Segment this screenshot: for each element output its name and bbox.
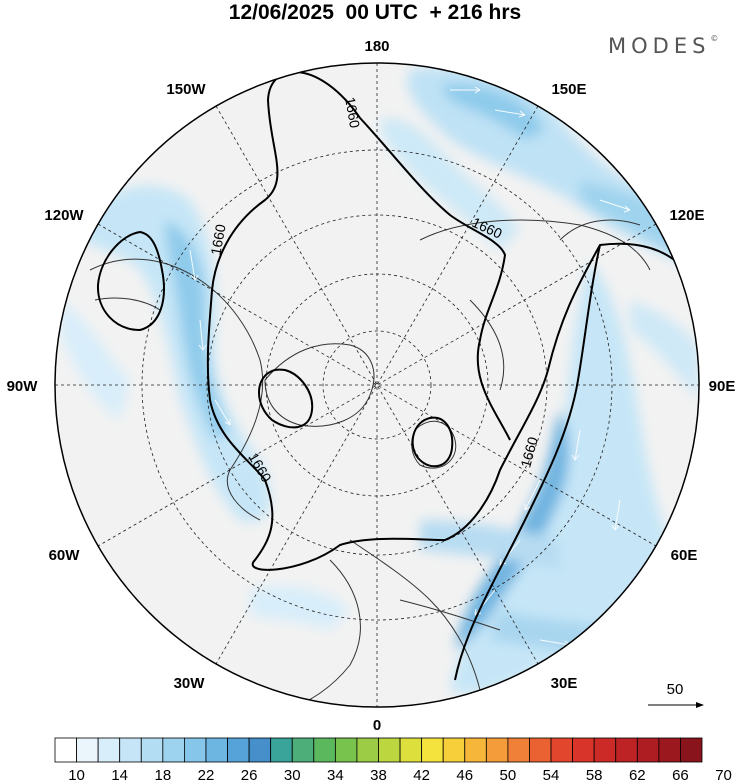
map-disc — [55, 63, 699, 707]
lon-label-120w: 120W — [44, 207, 84, 224]
colorbar-swatch — [140, 737, 164, 763]
colorbar-tick-label: 70 — [715, 767, 732, 782]
contour-low-canada — [96, 230, 165, 332]
colorbar-swatch — [54, 737, 77, 763]
map-border — [54, 62, 700, 708]
modes-logo: MODES© — [608, 34, 718, 58]
lon-label-30w: 30W — [174, 675, 206, 692]
colorbar-tick-label: 58 — [586, 767, 603, 782]
colorbar-swatch — [658, 737, 681, 763]
colorbar-swatch — [356, 737, 379, 763]
colorbar-tick-label: 22 — [198, 767, 215, 782]
colorbar-swatch — [205, 737, 228, 763]
lon-label-120e: 120E — [669, 207, 704, 224]
lon-label-0: 0 — [373, 717, 381, 734]
lon-label-150e: 150E — [551, 81, 586, 98]
colorbar-tick-label: 50 — [500, 767, 517, 782]
colorbar-tick-label: 18 — [154, 767, 171, 782]
colorbar-swatch — [485, 737, 509, 763]
colorbar: 10 14 18 22 26 30 34 38 42 46 50 54 58 62 66 70 — [54, 737, 732, 782]
colorbar-swatch — [334, 737, 358, 763]
brand-name: MODES — [608, 34, 711, 58]
contour-label: 1660 — [207, 223, 228, 257]
colorbar-swatch — [399, 737, 423, 763]
colorbar-tick-label: 14 — [111, 767, 128, 782]
colorbar-swatch — [227, 737, 250, 763]
colorbar-swatch — [248, 737, 272, 763]
reference-vector-label: 50 — [667, 681, 684, 698]
contour-label: 1660 — [342, 96, 363, 130]
colorbar-tick-label: 10 — [68, 767, 85, 782]
colorbar-swatch — [378, 737, 401, 763]
colorbar-tick-label: 62 — [629, 767, 646, 782]
colorbar-tick-label: 42 — [413, 767, 430, 782]
lon-label-90e: 90E — [709, 378, 736, 395]
colorbar-swatch — [313, 737, 336, 763]
graticule — [55, 63, 699, 707]
lon-label-60w: 60W — [49, 547, 81, 564]
colorbar-swatch — [97, 737, 121, 763]
colorbar-swatch — [421, 737, 444, 763]
colorbar-tick-label: 30 — [284, 767, 301, 782]
lon-label-60e: 60E — [671, 547, 698, 564]
colorbar-swatch — [550, 737, 574, 763]
colorbar-swatch — [183, 737, 207, 763]
lon-label-180: 180 — [364, 38, 389, 55]
colorbar-swatch — [442, 737, 466, 763]
colorbar-tick-label: 66 — [672, 767, 689, 782]
colorbar-tick-label: 54 — [543, 767, 560, 782]
copyright-mark: © — [710, 34, 719, 43]
colorbar-tick-label: 34 — [327, 767, 344, 782]
lon-label-90w: 90W — [7, 378, 39, 395]
colorbar-swatch — [291, 737, 315, 763]
colorbar-swatch — [593, 737, 617, 763]
colorbar-tick-label: 26 — [241, 767, 258, 782]
colorbar-swatch — [76, 737, 99, 763]
colorbar-swatch — [636, 737, 660, 763]
colorbar-swatch — [529, 737, 552, 763]
lon-label-150w: 150W — [166, 81, 206, 98]
colorbar-swatch — [615, 737, 638, 763]
colorbar-swatch — [572, 737, 595, 763]
contour-low-scandinavia — [411, 416, 454, 468]
colorbar-swatch — [119, 737, 142, 763]
colorbar-swatch — [270, 737, 293, 763]
colorbar-swatch — [680, 737, 703, 763]
lon-label-30e: 30E — [551, 675, 578, 692]
map-title: 12/06/2025 00 UTC + 216 hrs — [228, 1, 522, 24]
contour-label: 1660 — [517, 435, 541, 469]
contour-low-greenland — [258, 368, 314, 429]
colorbar-swatch — [162, 737, 185, 763]
height-contours — [96, 70, 691, 681]
colorbar-tick-label: 46 — [456, 767, 473, 782]
colorbar-swatch — [464, 737, 487, 763]
colorbar-swatch — [507, 737, 530, 763]
colorbar-tick-label: 38 — [370, 767, 387, 782]
